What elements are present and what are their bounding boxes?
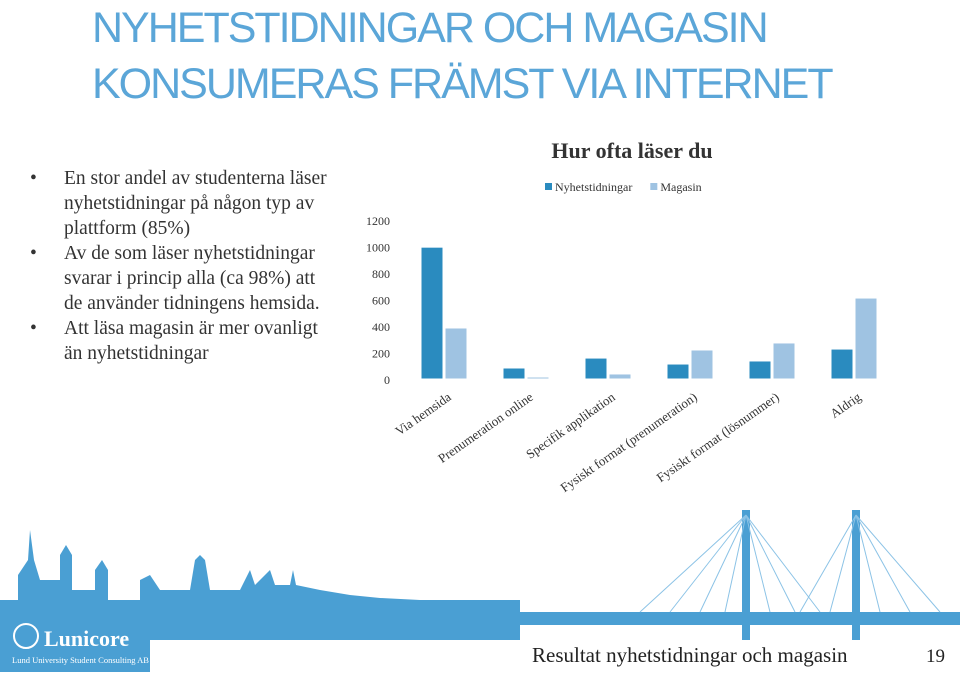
legend-swatch (650, 183, 658, 190)
bar (526, 376, 550, 380)
y-tick-label: 0 (384, 373, 390, 387)
bar (444, 327, 468, 380)
logo-text: Lunicore (44, 626, 129, 651)
bar (608, 373, 632, 380)
title-line: NYHETSTIDNINGAR OCH MAGASIN (92, 4, 769, 52)
logo-subtitle: Lund University Student Consulting AB (12, 655, 149, 665)
bullet: Att läsa magasin är mer ovanligt än nyhe… (30, 316, 330, 366)
bar (420, 246, 444, 380)
y-tick-label: 400 (372, 320, 390, 334)
x-tick-label: Fysiskt format (prenumeration) (557, 389, 699, 495)
bar (772, 342, 796, 380)
chart-title: Hur ofta läser du (551, 138, 712, 163)
bridge-cables (639, 514, 941, 613)
bar (666, 363, 690, 380)
title-line: KONSUMERAS FRÄMST VIA INTERNET (92, 60, 834, 108)
footer-band (0, 640, 960, 678)
legend-swatch (545, 183, 552, 190)
bullet: Av de som läser nyhetstidningar svarar i… (30, 241, 330, 316)
page-number: 19 (926, 646, 945, 667)
x-tick-label: Via hemsida (392, 389, 454, 438)
bar (584, 357, 608, 380)
bar (690, 349, 714, 380)
bar (502, 367, 526, 380)
logo-box (0, 612, 150, 672)
slide-title: NYHETSTIDNINGAR OCH MAGASIN KONSUMERAS F… (92, 0, 834, 112)
bar (748, 360, 772, 380)
footer-text: Resultat nyhetstidningar och magasin (532, 643, 848, 667)
bullet: En stor andel av studenterna läser nyhet… (30, 166, 330, 241)
y-tick-label: 800 (372, 267, 390, 281)
bar (854, 297, 878, 380)
y-tick-label: 200 (372, 347, 390, 361)
y-tick-label: 1000 (366, 241, 390, 255)
bullet-list: En stor andel av studenterna läser nyhet… (30, 166, 330, 366)
y-tick-label: 600 (372, 294, 390, 308)
y-tick-label: 1200 (366, 214, 390, 228)
legend-label: Magasin (660, 180, 701, 194)
bar (830, 348, 854, 380)
x-tick-label: Aldrig (827, 389, 864, 421)
legend-label: Nyhetstidningar (555, 180, 632, 194)
logo-mark (13, 623, 39, 649)
